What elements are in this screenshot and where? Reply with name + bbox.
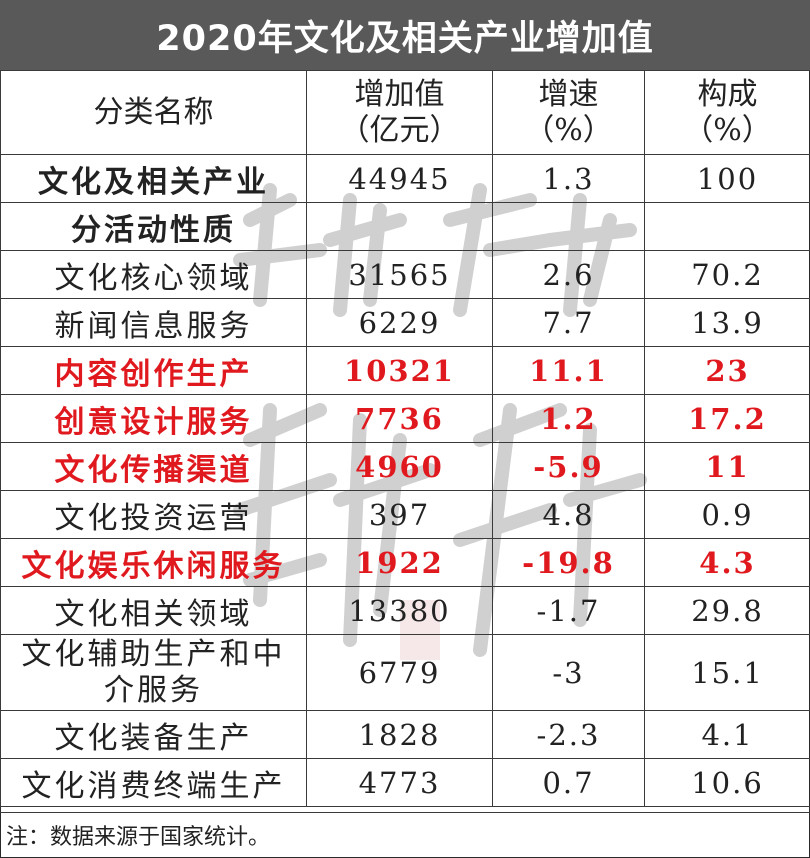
row-growth: -5.9 <box>492 442 645 491</box>
table-row: 文化核心领域 31565 2.6 70.2 <box>0 250 810 299</box>
row-name: 分活动性质 <box>0 202 307 251</box>
row-growth: -2.3 <box>492 710 645 759</box>
row-name: 文化装备生产 <box>0 710 307 759</box>
row-growth: 1.3 <box>492 154 645 203</box>
row-value: 4773 <box>306 758 493 807</box>
row-growth: 0.7 <box>492 758 645 807</box>
row-name: 文化传播渠道 <box>0 442 307 491</box>
row-growth: 11.1 <box>492 346 645 395</box>
row-name: 文化消费终端生产 <box>0 758 307 807</box>
table-row: 文化投资运营 397 4.8 0.9 <box>0 490 810 539</box>
row-growth: -1.7 <box>492 586 645 635</box>
row-name: 新闻信息服务 <box>0 298 307 347</box>
row-value: 1828 <box>306 710 493 759</box>
header-value: 增加值 （亿元） <box>306 70 493 155</box>
row-share: 23 <box>644 346 810 395</box>
table-row-highlighted: 创意设计服务 7736 1.2 17.2 <box>0 394 810 443</box>
row-name: 文化投资运营 <box>0 490 307 539</box>
row-value: 1922 <box>306 538 493 587</box>
row-share: 4.3 <box>644 538 810 587</box>
row-share: 0.9 <box>644 490 810 539</box>
row-value: 10321 <box>306 346 493 395</box>
table-row: 文化消费终端生产 4773 0.7 10.6 <box>0 758 810 807</box>
row-share: 4.1 <box>644 710 810 759</box>
row-name: 文化核心领域 <box>0 250 307 299</box>
row-value: 44945 <box>306 154 493 203</box>
row-share: 29.8 <box>644 586 810 635</box>
row-name: 内容创作生产 <box>0 346 307 395</box>
row-value: 13380 <box>306 586 493 635</box>
table-row-highlighted: 文化传播渠道 4960 -5.9 11 <box>0 442 810 491</box>
table-row-highlighted: 文化娱乐休闲服务 1922 -19.8 4.3 <box>0 538 810 587</box>
table-row: 文化装备生产 1828 -2.3 4.1 <box>0 710 810 759</box>
row-share: 13.9 <box>644 298 810 347</box>
row-name: 文化娱乐休闲服务 <box>0 538 307 587</box>
row-growth: 4.8 <box>492 490 645 539</box>
row-name: 文化及相关产业 <box>0 154 307 203</box>
header-row: 分类名称 增加值 （亿元） 增速 （%） 构成 （%） <box>0 70 810 155</box>
row-share: 70.2 <box>644 250 810 299</box>
row-value <box>306 202 493 251</box>
header-growth: 增速 （%） <box>492 70 645 155</box>
row-growth: 1.2 <box>492 394 645 443</box>
row-share: 11 <box>644 442 810 491</box>
header-share: 构成 （%） <box>644 70 810 155</box>
row-growth: 2.6 <box>492 250 645 299</box>
source-note: 注：数据来源于国家统计。 <box>0 812 810 857</box>
row-name: 创意设计服务 <box>0 394 307 443</box>
row-share: 15.1 <box>644 634 810 711</box>
table-title: 2020年文化及相关产业增加值 <box>0 0 810 70</box>
table-row: 文化相关领域 13380 -1.7 29.8 <box>0 586 810 635</box>
row-name: 文化相关领域 <box>0 586 307 635</box>
row-growth: 7.7 <box>492 298 645 347</box>
table-row-highlighted: 内容创作生产 10321 11.1 23 <box>0 346 810 395</box>
row-value: 4960 <box>306 442 493 491</box>
row-share <box>644 202 810 251</box>
row-growth <box>492 202 645 251</box>
row-growth: -3 <box>492 634 645 711</box>
row-value: 397 <box>306 490 493 539</box>
row-name: 文化辅助生产和中介服务 <box>0 634 307 711</box>
row-growth: -19.8 <box>492 538 645 587</box>
table-row: 文化辅助生产和中介服务 6779 -3 15.1 <box>0 634 810 711</box>
value-added-table: 分类名称 增加值 （亿元） 增速 （%） 构成 （%） 文化及相关产业 44945 1… <box>0 70 810 807</box>
row-value: 6229 <box>306 298 493 347</box>
row-share: 17.2 <box>644 394 810 443</box>
row-value: 6779 <box>306 634 493 711</box>
table-row: 新闻信息服务 6229 7.7 13.9 <box>0 298 810 347</box>
row-share: 100 <box>644 154 810 203</box>
row-share: 10.6 <box>644 758 810 807</box>
header-name: 分类名称 <box>0 70 307 155</box>
table-row: 分活动性质 <box>0 202 810 251</box>
table-row: 文化及相关产业 44945 1.3 100 <box>0 154 810 203</box>
row-value: 31565 <box>306 250 493 299</box>
row-value: 7736 <box>306 394 493 443</box>
